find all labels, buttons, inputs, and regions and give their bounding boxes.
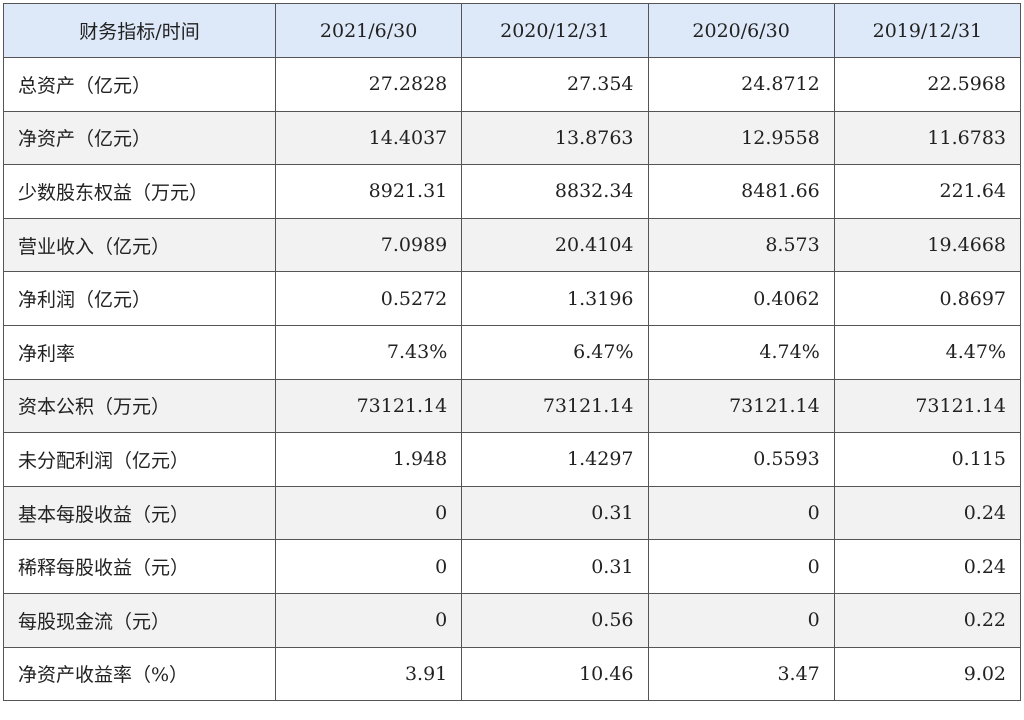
cell: 8832.34 xyxy=(461,164,649,219)
header-row: 财务指标/时间 2021/6/30 2020/12/31 2020/6/30 2019/… xyxy=(3,3,1022,58)
cell: 19.4668 xyxy=(833,217,1022,273)
cell: 0 xyxy=(647,592,835,648)
cell: 73121.14 xyxy=(833,378,1022,434)
cell: 20.4104 xyxy=(461,217,649,273)
cell: 27.354 xyxy=(461,57,649,112)
row-label: 稀释每股收益（元） xyxy=(3,539,276,594)
cell: 3.47 xyxy=(647,646,835,702)
cell: 3.91 xyxy=(274,646,463,702)
cell: 11.6783 xyxy=(833,110,1022,166)
table-row: 净资产（亿元） 14.4037 13.8763 12.9558 11.6783 xyxy=(3,110,1022,166)
cell: 6.47% xyxy=(461,324,649,380)
cell: 0.5593 xyxy=(647,432,835,487)
financial-table: 财务指标/时间 2021/6/30 2020/12/31 2020/6/30 2019/… xyxy=(3,3,1022,702)
row-label: 基本每股收益（元） xyxy=(3,485,276,541)
table-row: 净利率 7.43% 6.47% 4.74% 4.47% xyxy=(3,324,1022,380)
table-row: 稀释每股收益（元） 0 0.31 0 0.24 xyxy=(3,539,1022,594)
table-row: 每股现金流（元） 0 0.56 0 0.22 xyxy=(3,592,1022,648)
cell: 221.64 xyxy=(833,164,1022,219)
cell: 0.56 xyxy=(461,592,649,648)
table-row: 未分配利润（亿元） 1.948 1.4297 0.5593 0.115 xyxy=(3,432,1022,487)
cell: 73121.14 xyxy=(274,378,463,434)
cell: 27.2828 xyxy=(274,57,463,112)
cell: 0.31 xyxy=(461,485,649,541)
row-label: 每股现金流（元） xyxy=(3,592,276,648)
cell: 0.24 xyxy=(833,539,1022,594)
row-label: 净利率 xyxy=(3,324,276,380)
cell: 0.4062 xyxy=(647,271,835,326)
cell: 7.0989 xyxy=(274,217,463,273)
row-label: 总资产（亿元） xyxy=(3,57,276,112)
cell: 0.5272 xyxy=(274,271,463,326)
header-cell: 2020/12/31 xyxy=(461,3,649,58)
cell: 1.948 xyxy=(274,432,463,487)
cell: 0.31 xyxy=(461,539,649,594)
header-cell: 财务指标/时间 xyxy=(3,3,276,58)
table-row: 少数股东权益（万元） 8921.31 8832.34 8481.66 221.64 xyxy=(3,164,1022,219)
cell: 73121.14 xyxy=(647,378,835,434)
row-label: 未分配利润（亿元） xyxy=(3,432,276,487)
header-cell: 2020/6/30 xyxy=(647,3,835,58)
cell: 8921.31 xyxy=(274,164,463,219)
cell: 0.115 xyxy=(833,432,1022,487)
table-row: 净利润（亿元） 0.5272 1.3196 0.4062 0.8697 xyxy=(3,271,1022,326)
table-row: 总资产（亿元） 27.2828 27.354 24.8712 22.5968 xyxy=(3,57,1022,112)
cell: 8481.66 xyxy=(647,164,835,219)
row-label: 少数股东权益（万元） xyxy=(3,164,276,219)
cell: 24.8712 xyxy=(647,57,835,112)
cell: 1.3196 xyxy=(461,271,649,326)
row-label: 净资产（亿元） xyxy=(3,110,276,166)
cell: 0 xyxy=(274,539,463,594)
cell: 4.47% xyxy=(833,324,1022,380)
cell: 0.24 xyxy=(833,485,1022,541)
table-row: 营业收入（亿元） 7.0989 20.4104 8.573 19.4668 xyxy=(3,217,1022,273)
cell: 0.8697 xyxy=(833,271,1022,326)
header-cell: 2019/12/31 xyxy=(833,3,1022,58)
cell: 0 xyxy=(274,592,463,648)
table-row: 基本每股收益（元） 0 0.31 0 0.24 xyxy=(3,485,1022,541)
table-body: 总资产（亿元） 27.2828 27.354 24.8712 22.5968 净资产（亿元… xyxy=(3,57,1022,702)
row-label: 营业收入（亿元） xyxy=(3,217,276,273)
cell: 73121.14 xyxy=(461,378,649,434)
cell: 8.573 xyxy=(647,217,835,273)
table-row: 净资产收益率（%） 3.91 10.46 3.47 9.02 xyxy=(3,646,1022,702)
cell: 0 xyxy=(647,485,835,541)
cell: 14.4037 xyxy=(274,110,463,166)
cell: 1.4297 xyxy=(461,432,649,487)
table-row: 资本公积（万元） 73121.14 73121.14 73121.14 73121.14 xyxy=(3,378,1022,434)
cell: 0.22 xyxy=(833,592,1022,648)
cell: 0 xyxy=(274,485,463,541)
cell: 4.74% xyxy=(647,324,835,380)
row-label: 资本公积（万元） xyxy=(3,378,276,434)
cell: 9.02 xyxy=(833,646,1022,702)
cell: 13.8763 xyxy=(461,110,649,166)
cell: 10.46 xyxy=(461,646,649,702)
cell: 7.43% xyxy=(274,324,463,380)
row-label: 净利润（亿元） xyxy=(3,271,276,326)
cell: 12.9558 xyxy=(647,110,835,166)
cell: 22.5968 xyxy=(833,57,1022,112)
cell: 0 xyxy=(647,539,835,594)
row-label: 净资产收益率（%） xyxy=(3,646,276,702)
header-cell: 2021/6/30 xyxy=(274,3,463,58)
